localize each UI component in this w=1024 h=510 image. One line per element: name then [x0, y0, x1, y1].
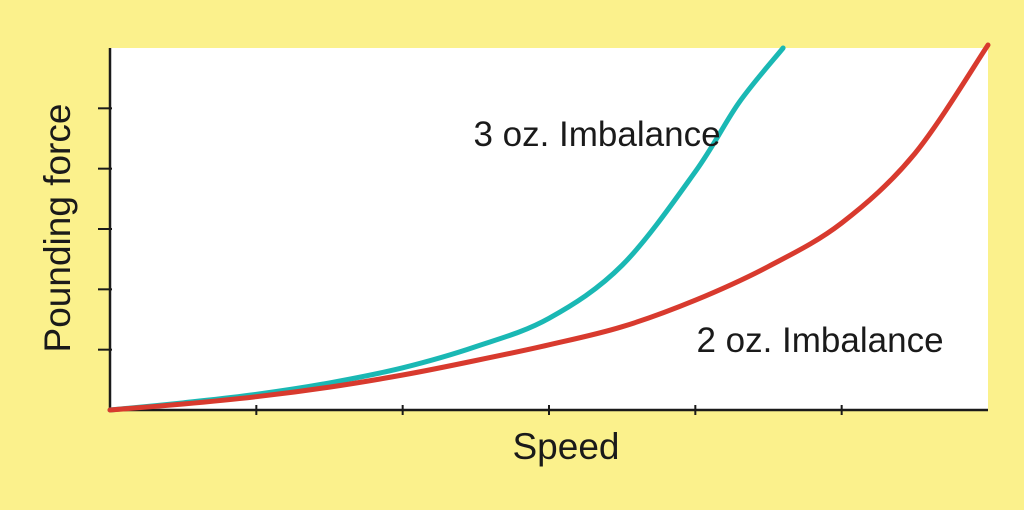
- series-label-3oz: 3 oz. Imbalance: [473, 115, 720, 154]
- series-line-2oz: [107, 42, 991, 413]
- y-axis-label: Pounding force: [37, 104, 78, 353]
- x-axis-label: Speed: [513, 426, 620, 467]
- series-label-2oz: 2 oz. Imbalance: [696, 321, 943, 360]
- plot-area: [110, 48, 988, 410]
